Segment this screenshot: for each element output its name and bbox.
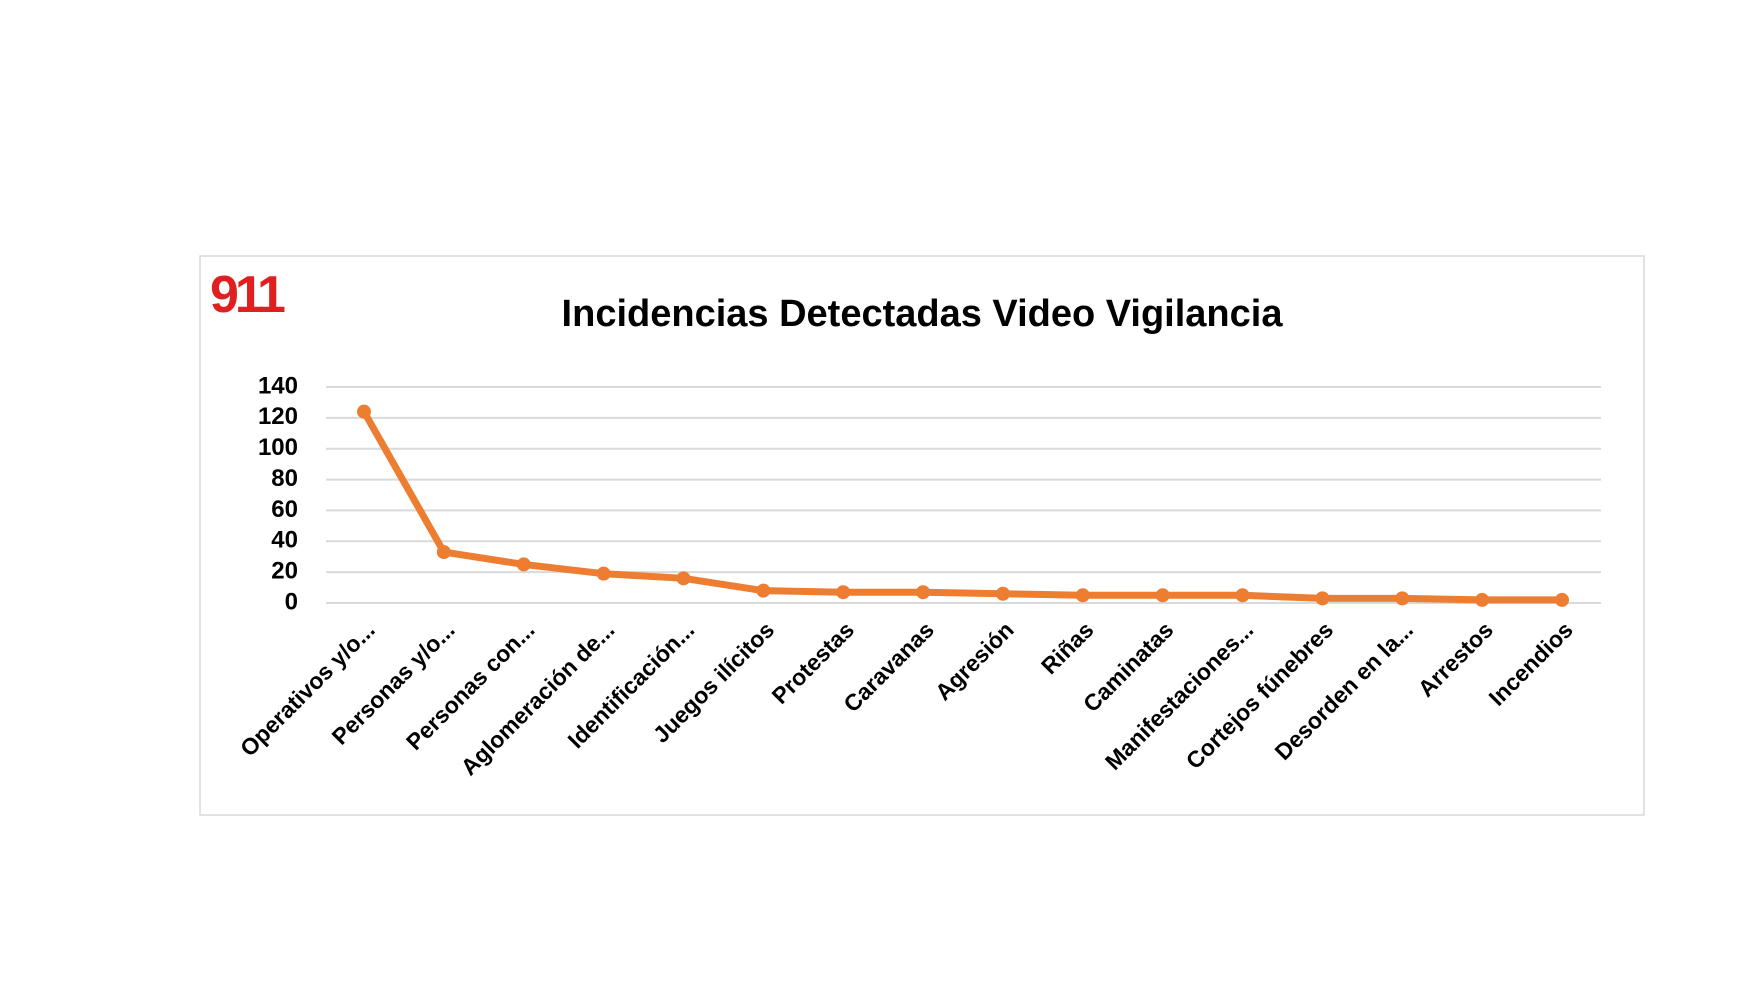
point bbox=[756, 583, 771, 598]
point bbox=[676, 571, 691, 586]
point bbox=[1235, 588, 1250, 603]
point bbox=[436, 545, 451, 560]
point bbox=[1555, 592, 1569, 607]
point bbox=[836, 585, 851, 600]
chart-title: Incidencias Detectadas Video Vigilancia bbox=[562, 293, 1284, 335]
point bbox=[1155, 588, 1170, 603]
y-tick-label: 20 bbox=[271, 557, 298, 584]
point bbox=[1395, 591, 1410, 606]
y-tick-label: 120 bbox=[258, 403, 298, 430]
y-tick-label: 140 bbox=[258, 372, 298, 399]
line bbox=[360, 408, 1566, 604]
point bbox=[516, 557, 531, 572]
chart-frame bbox=[199, 255, 1645, 816]
y-tick-label: 60 bbox=[271, 496, 298, 523]
point bbox=[357, 404, 371, 419]
point bbox=[1315, 591, 1330, 606]
y-tick-label: 100 bbox=[258, 434, 298, 461]
point bbox=[1075, 588, 1090, 603]
point bbox=[596, 566, 611, 581]
y-tick-label: 40 bbox=[271, 527, 298, 554]
point bbox=[916, 585, 931, 600]
y-tick-label: 80 bbox=[271, 465, 298, 492]
y-tick-label: 0 bbox=[285, 588, 298, 615]
logo: 911 bbox=[210, 266, 285, 324]
point bbox=[995, 586, 1010, 601]
point bbox=[1475, 592, 1490, 607]
